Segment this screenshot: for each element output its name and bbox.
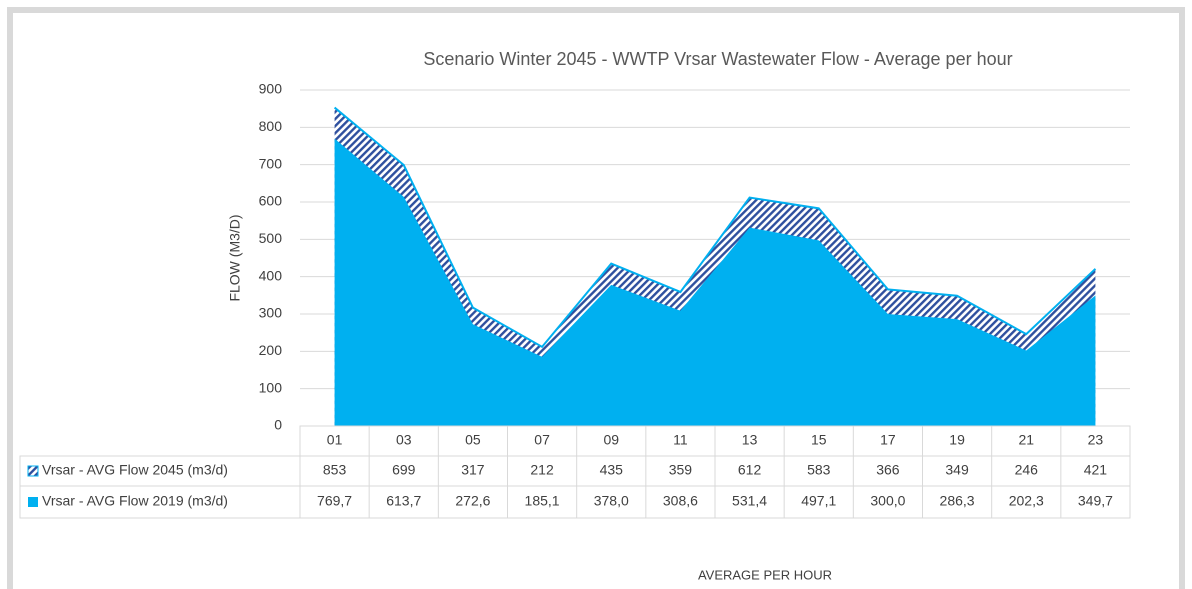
data-label: 317: [461, 462, 485, 478]
legend-label: Vrsar - AVG Flow 2019 (m3/d): [42, 493, 228, 509]
y-tick-label: 300: [259, 305, 283, 321]
x-tick-label: 21: [1018, 432, 1034, 448]
legend-key: [28, 497, 38, 507]
x-tick-label: 13: [742, 432, 758, 448]
y-tick-label: 700: [259, 155, 283, 171]
y-tick-label: 900: [259, 81, 283, 97]
data-label: 359: [669, 462, 693, 478]
x-tick-label: 19: [949, 432, 965, 448]
x-tick-label: 17: [880, 432, 896, 448]
x-tick-label: 05: [465, 432, 481, 448]
data-label: 583: [807, 462, 831, 478]
data-label: 300,0: [870, 493, 905, 509]
data-label: 349: [945, 462, 969, 478]
x-tick-label: 01: [327, 432, 343, 448]
data-label: 366: [876, 462, 900, 478]
data-label: 612: [738, 462, 762, 478]
data-label: 699: [392, 462, 416, 478]
data-label: 613,7: [386, 493, 421, 509]
data-label: 421: [1084, 462, 1108, 478]
y-tick-label: 200: [259, 342, 283, 358]
data-label: 349,7: [1078, 493, 1113, 509]
y-tick-label: 800: [259, 118, 283, 134]
data-label: 212: [530, 462, 554, 478]
data-label: 378,0: [594, 493, 629, 509]
y-tick-label: 600: [259, 193, 283, 209]
data-label: 185,1: [525, 493, 560, 509]
data-label: 286,3: [940, 493, 975, 509]
y-tick-label: 400: [259, 267, 283, 283]
data-label: 769,7: [317, 493, 352, 509]
x-tick-label: 03: [396, 432, 412, 448]
area-outline: [333, 106, 1097, 349]
data-label: 497,1: [801, 493, 836, 509]
data-label: 272,6: [455, 493, 490, 509]
legend-label: Vrsar - AVG Flow 2045 (m3/d): [42, 462, 228, 478]
x-tick-label: 15: [811, 432, 827, 448]
y-tick-label: 0: [274, 417, 282, 433]
x-tick-label: 23: [1088, 432, 1104, 448]
x-axis-title: AVERAGE PER HOUR: [698, 567, 832, 582]
chart-title: Scenario Winter 2045 - WWTP Vrsar Wastew…: [423, 49, 1012, 69]
y-tick-label: 500: [259, 230, 283, 246]
data-label: 853: [323, 462, 347, 478]
data-label: 435: [600, 462, 624, 478]
x-tick-label: 07: [534, 432, 550, 448]
y-tick-label: 100: [259, 379, 283, 395]
data-label: 246: [1015, 462, 1039, 478]
x-tick-label: 11: [673, 432, 688, 448]
x-tick-label: 09: [603, 432, 619, 448]
data-label: 202,3: [1009, 493, 1044, 509]
data-label: 531,4: [732, 493, 767, 509]
data-label: 308,6: [663, 493, 698, 509]
legend-key: [27, 465, 39, 477]
area: [334, 138, 1096, 427]
y-axis-title: FLOW (M3/D): [227, 214, 243, 301]
